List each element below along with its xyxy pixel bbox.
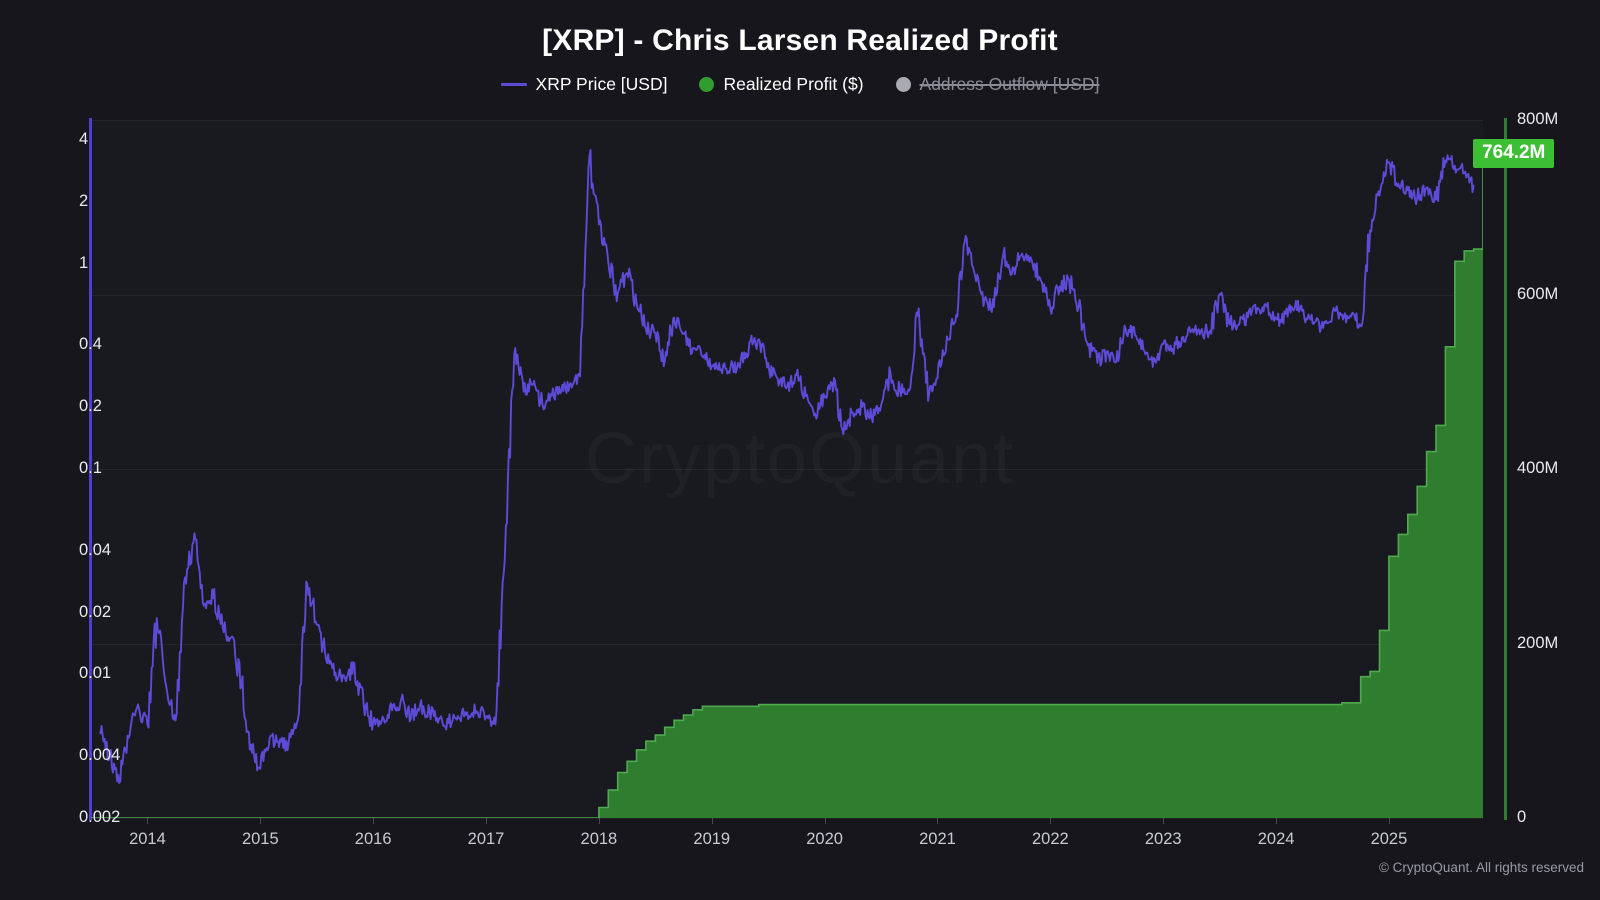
x-axis-tick-mark: [486, 818, 488, 824]
legend-item-realized-profit[interactable]: Realized Profit ($): [699, 74, 864, 95]
legend-item-address-outflow[interactable]: Address Outflow [USD]: [895, 74, 1100, 95]
right-axis-tick: 0: [1517, 808, 1527, 826]
x-axis-tick-mark: [824, 818, 826, 824]
x-axis-tick-mark: [373, 818, 375, 824]
right-axis-spine: [1504, 118, 1507, 820]
left-axis-spine: [89, 118, 92, 820]
realized-profit-area: [91, 151, 1483, 818]
x-axis-tick: 2024: [1257, 830, 1295, 848]
x-axis-tick-mark: [711, 818, 713, 824]
dot-swatch-icon: [699, 77, 715, 92]
x-axis-tick: 2023: [1144, 830, 1182, 848]
legend-label: Realized Profit ($): [723, 74, 864, 94]
gridline: [91, 120, 1483, 121]
x-axis-tick: 2015: [241, 830, 279, 848]
x-axis-tick: 2018: [580, 830, 618, 848]
right-axis-tick: 600M: [1517, 284, 1559, 303]
x-axis-tick-mark: [1163, 818, 1165, 824]
realized-profit-outline: [91, 151, 1483, 818]
gridline: [91, 469, 1483, 470]
x-axis-tick: 2016: [354, 830, 392, 848]
line-swatch-icon: [500, 83, 527, 86]
plot-area: [91, 120, 1483, 818]
x-axis-tick: 2020: [806, 830, 843, 848]
right-axis-tick: 400M: [1517, 459, 1559, 477]
x-axis-tick: 2025: [1370, 830, 1408, 848]
x-axis-tick: 2017: [467, 830, 505, 848]
xrp-price-line: [99, 148, 1475, 784]
x-axis-tick: 2022: [1031, 830, 1069, 848]
x-axis-tick-mark: [1388, 818, 1390, 824]
chart-legend: XRP Price [USD] Realized Profit ($) Addr…: [0, 74, 1600, 95]
legend-label: Address Outflow [USD]: [919, 74, 1100, 94]
current-value-badge: 764.2M: [1473, 139, 1555, 168]
gridline: [91, 643, 1483, 645]
x-axis-tick-mark: [598, 818, 600, 824]
x-axis-tick: 2019: [693, 830, 731, 848]
x-axis-tick: 2021: [919, 830, 956, 848]
x-axis-tick: 2014: [129, 830, 166, 848]
series-canvas: [91, 148, 1483, 818]
x-axis-tick-mark: [147, 818, 149, 824]
gridline: [91, 818, 1483, 819]
footer-credit: © CryptoQuant. All rights reserved: [1378, 860, 1584, 875]
page-title: [XRP] - Chris Larsen Realized Profit: [542, 24, 1058, 57]
legend-item-xrp-price[interactable]: XRP Price [USD]: [500, 74, 668, 95]
x-axis-tick-mark: [1276, 818, 1278, 824]
gridline: [91, 294, 1483, 296]
right-axis-tick: 800M: [1517, 110, 1559, 128]
x-axis-tick-mark: [1050, 818, 1052, 824]
x-axis-tick-mark: [260, 818, 262, 824]
x-axis-tick-mark: [937, 818, 939, 824]
dot-swatch-icon: [895, 77, 911, 92]
legend-label: XRP Price [USD]: [535, 74, 668, 94]
right-axis-tick: 200M: [1517, 633, 1559, 652]
